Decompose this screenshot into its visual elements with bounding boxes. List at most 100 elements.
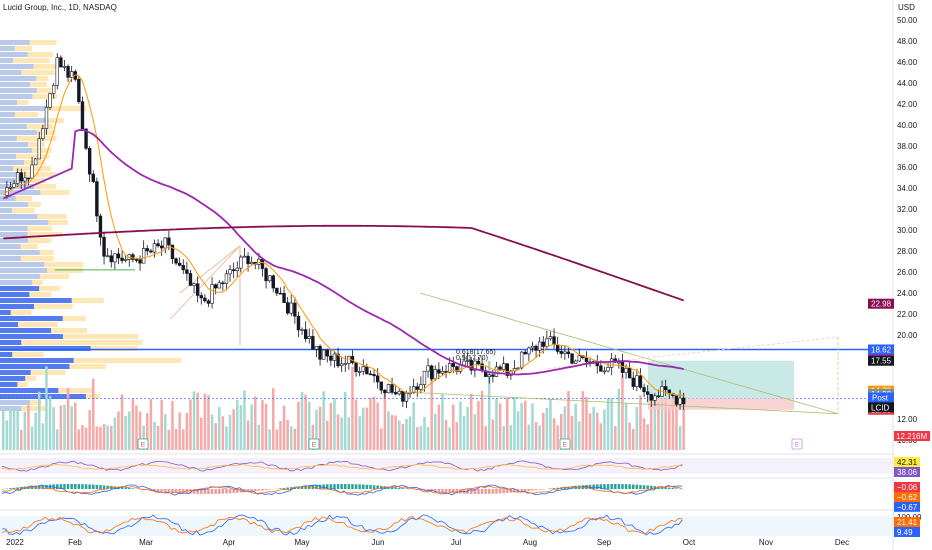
- candle-body: [206, 300, 211, 304]
- candle-body: [224, 273, 229, 284]
- volume-profile-bar: [0, 118, 49, 123]
- macd-histogram-bar: [556, 487, 559, 489]
- volume-bar: [156, 425, 160, 450]
- macd-histogram-bar: [398, 487, 401, 489]
- volume-bar: [99, 426, 102, 450]
- candle-body: [8, 186, 13, 189]
- candle-body: [203, 297, 207, 302]
- macd-histogram-bar: [59, 484, 63, 489]
- candle-body: [559, 351, 563, 354]
- ma50-line: [2, 129, 684, 376]
- volume-profile-bar: [0, 226, 28, 231]
- candle-body: [530, 345, 535, 349]
- candle-body: [429, 365, 434, 380]
- volume-bar: [365, 407, 369, 450]
- volume-bar: [524, 400, 527, 450]
- macd-histogram-bar: [225, 489, 228, 494]
- volume-bar: [254, 396, 257, 450]
- macd-histogram-bar: [621, 484, 624, 489]
- indicator-tag-value: 42.31: [897, 458, 918, 467]
- candle-body: [519, 351, 524, 369]
- volume-bar: [16, 410, 19, 450]
- volume-bar: [484, 426, 487, 450]
- macd-histogram-bar: [614, 484, 617, 489]
- volume-bar: [63, 404, 66, 450]
- time-tick-label: 2022: [6, 538, 24, 547]
- trendline: [419, 392, 839, 415]
- macd-histogram-bar: [286, 487, 289, 489]
- volume-profile-bar: [0, 352, 44, 357]
- volume-bar: [214, 423, 217, 450]
- moving-averages: [2, 74, 685, 397]
- candle-body: [12, 183, 16, 188]
- volume-profile-bar: [0, 202, 29, 207]
- candle-body: [152, 243, 157, 253]
- volume-bar: [210, 414, 214, 450]
- volume-profile-bar: [0, 274, 40, 279]
- volume-profile-bar: [0, 376, 26, 381]
- volume-profile-bar: [0, 244, 21, 249]
- macd-histogram-bar: [520, 489, 523, 492]
- price-tick-label: 34.00: [897, 184, 918, 193]
- volume-bar: [437, 404, 441, 450]
- volume-bar: [617, 388, 621, 450]
- macd-histogram-bar: [358, 484, 361, 489]
- price-tick-label: 12.00: [897, 415, 918, 424]
- volume-bar: [423, 416, 426, 450]
- macd-histogram-bar: [444, 489, 448, 493]
- volume-bar: [153, 421, 156, 450]
- candle-body: [361, 366, 365, 372]
- volume-bar: [106, 425, 109, 450]
- candle-body: [458, 364, 463, 372]
- candle-body: [541, 341, 545, 347]
- macd-histogram-bar: [455, 489, 459, 494]
- earnings-marker-label: E: [563, 442, 568, 449]
- volume-bar: [171, 401, 174, 450]
- volume-bar: [113, 417, 117, 450]
- volume-bar: [110, 425, 113, 450]
- ma200-line: [3, 224, 685, 302]
- candle-body: [339, 363, 344, 367]
- volume-profile-bar: [0, 238, 29, 243]
- candle-body: [368, 373, 373, 376]
- macd-histogram-bar: [268, 489, 271, 490]
- volume-profile-bar: [0, 172, 57, 177]
- volume-bar: [5, 420, 9, 450]
- volume-profile-bar: [0, 46, 15, 51]
- price-tick-label: 48.00: [897, 37, 918, 46]
- volume-profile-bar: [0, 130, 37, 135]
- price-tag-bg: [868, 344, 894, 355]
- volume-profile-bar: [0, 172, 20, 177]
- candle-body: [318, 346, 322, 360]
- volume-bar: [20, 429, 23, 450]
- candle-body: [174, 258, 178, 264]
- candle-body: [602, 370, 607, 373]
- volume-profile-bar: [0, 148, 32, 153]
- macd-histogram-bar: [380, 485, 383, 489]
- macd-histogram-bar: [88, 484, 91, 489]
- macd-histogram-bar: [203, 489, 207, 494]
- volume-bar: [178, 412, 181, 450]
- macd-histogram-bar: [128, 487, 131, 489]
- macd-histogram-bar: [563, 486, 567, 489]
- macd-histogram-bar: [347, 484, 351, 489]
- volume-bar: [430, 366, 433, 450]
- volume-profile-bar: [0, 154, 50, 159]
- volume-bar: [207, 395, 210, 450]
- macd-histogram-bar: [99, 485, 102, 489]
- candle-body: [311, 336, 315, 350]
- macd-histogram-bar: [315, 484, 318, 489]
- candle-body: [527, 347, 531, 355]
- macd-histogram-bar: [588, 484, 592, 489]
- candle-body: [426, 365, 430, 372]
- price-tag-value: 17.55: [871, 357, 892, 366]
- macd-histogram-bar: [200, 489, 203, 494]
- volume-bar: [542, 412, 545, 450]
- volume-bar: [304, 394, 307, 450]
- macd-histogram-bar: [434, 489, 437, 492]
- volume-bar: [671, 396, 675, 450]
- indicator-tag-bg: [894, 492, 920, 502]
- volume-profile-bar: [0, 208, 12, 213]
- rsi-line: [1, 460, 683, 472]
